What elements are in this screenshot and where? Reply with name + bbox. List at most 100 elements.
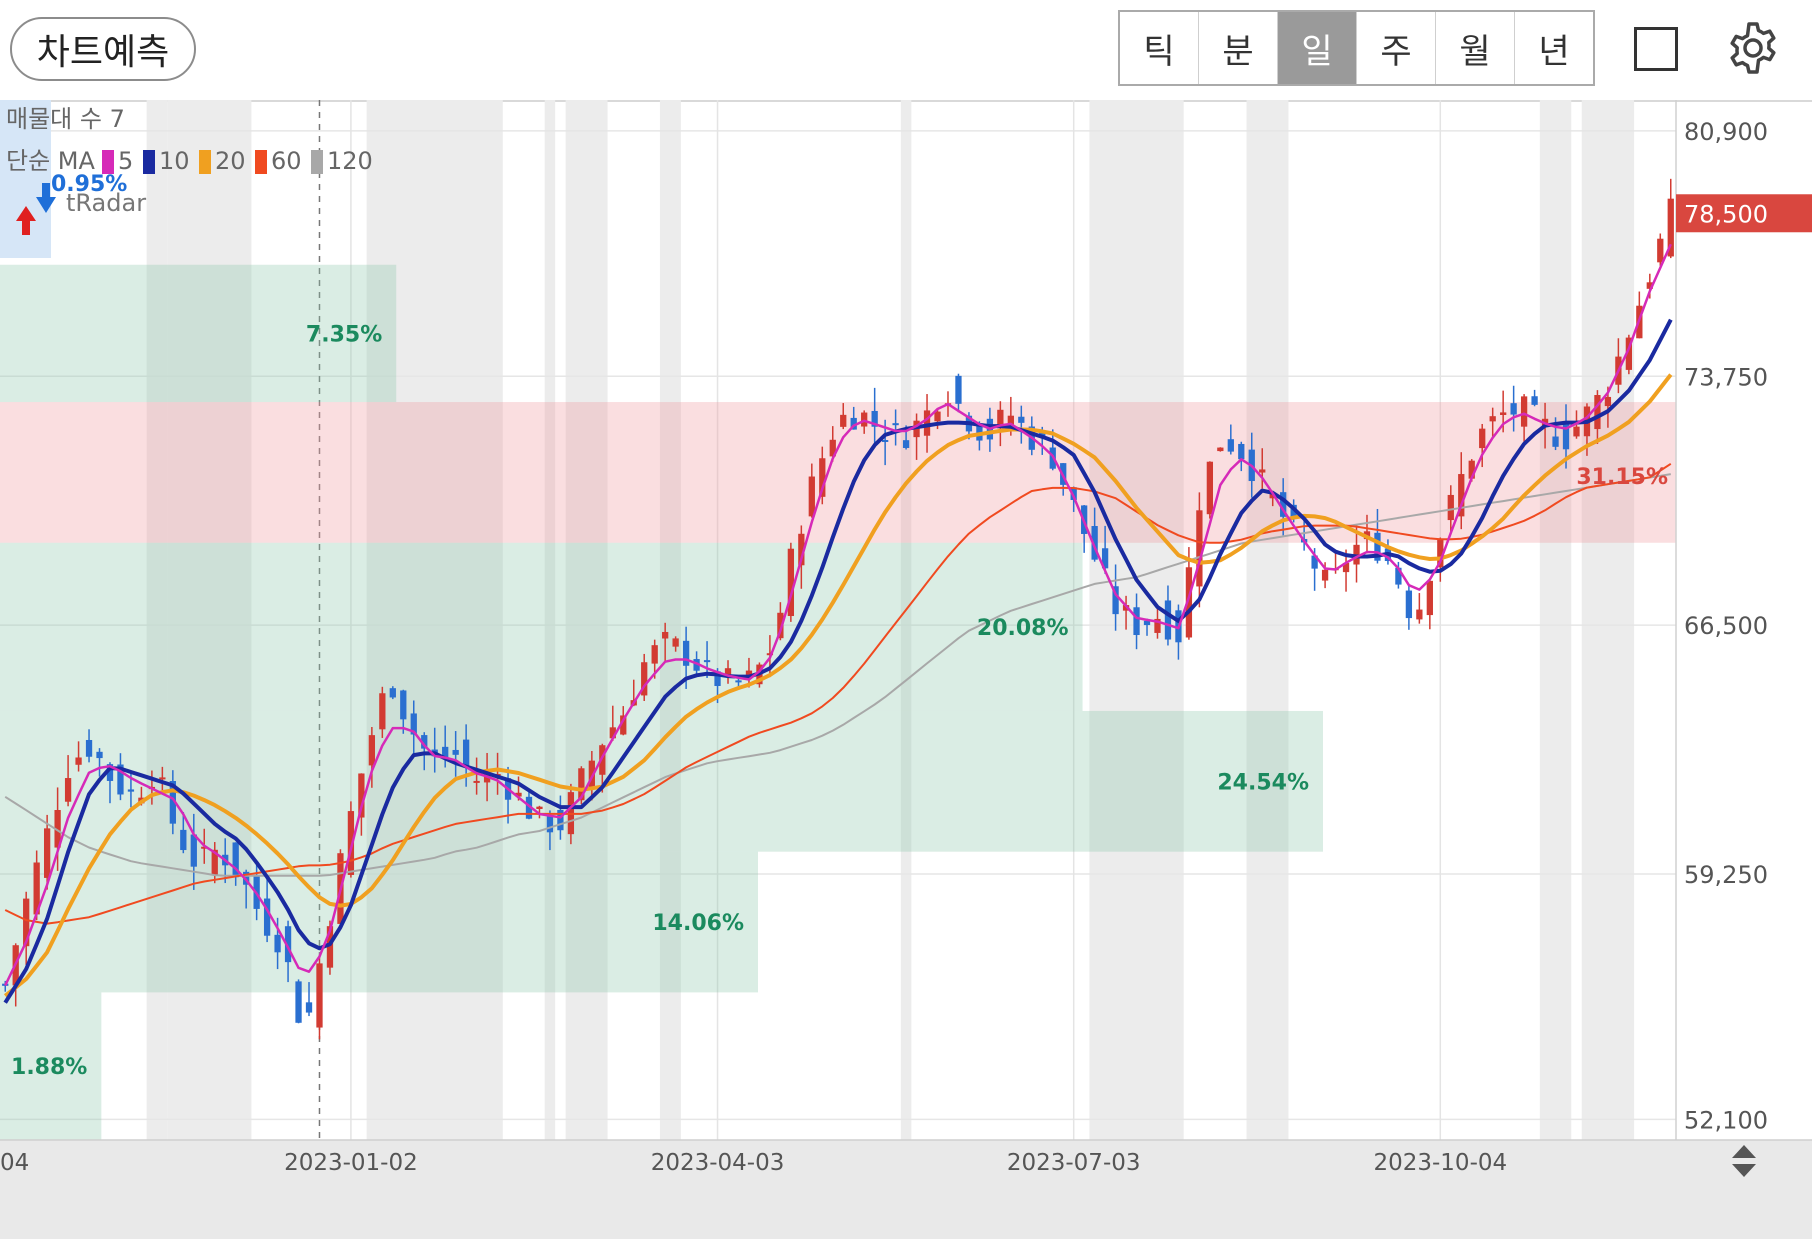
candle-body <box>798 533 805 566</box>
candlestick-chart[interactable]: 31.15% 1.88% 14.06% 24.54% 20.08% 7.35% 80,90… <box>0 100 1812 1239</box>
candle-body <box>997 409 1004 429</box>
down-arrow-icon <box>36 183 56 213</box>
candle <box>1280 478 1287 536</box>
candle <box>284 920 292 983</box>
ma120-line <box>4 473 1671 877</box>
volume-profile-label: 20.08% <box>977 616 1069 641</box>
candle-body <box>693 659 700 671</box>
shaded-session <box>900 100 912 1140</box>
candle-body <box>358 773 365 818</box>
candle-body <box>64 778 72 802</box>
candle-body <box>54 810 61 848</box>
chart-predict-button[interactable]: 차트예측 <box>10 17 196 81</box>
tab-day[interactable]: 일 <box>1278 12 1357 84</box>
tab-minute[interactable]: 분 <box>1199 12 1278 84</box>
candle <box>180 812 187 854</box>
candle <box>410 700 417 757</box>
volume-profile-band <box>0 710 1323 852</box>
candle <box>662 622 669 662</box>
radar-label: tRadar <box>66 189 146 217</box>
session-shading-layer <box>146 100 1635 1140</box>
candle-body <box>1007 415 1014 430</box>
candle <box>1143 618 1151 636</box>
candle-body <box>881 440 889 443</box>
candle-body <box>473 780 480 783</box>
x-axis-strip <box>0 1140 1812 1239</box>
candle-body <box>1405 590 1413 619</box>
tab-year[interactable]: 년 <box>1515 12 1593 84</box>
y-tick-label: 52,100 <box>1684 1106 1768 1134</box>
candle-body <box>169 781 176 824</box>
candle-body <box>620 715 627 735</box>
candle-body <box>651 645 658 664</box>
candle-body <box>955 375 962 404</box>
candle <box>421 732 428 771</box>
candle <box>1520 394 1528 442</box>
ma-legend-period: 5 <box>118 147 133 175</box>
candle-body <box>1259 469 1266 473</box>
candle-body <box>515 792 522 797</box>
volume-profile-label: 24.54% <box>1217 770 1309 795</box>
volume-profile-label: 14.06% <box>652 911 744 936</box>
candle-body <box>33 862 40 915</box>
candle-body <box>641 662 648 696</box>
candle-body <box>117 764 124 795</box>
candle-body <box>1206 461 1214 515</box>
ma-legend-swatch <box>102 150 114 174</box>
candle-body <box>1562 423 1570 450</box>
candle <box>452 731 459 777</box>
ma-legend-swatch <box>255 150 267 174</box>
x-tick-label: 2023-04-03 <box>651 1150 785 1176</box>
fullscreen-square-icon[interactable] <box>1634 27 1678 71</box>
candle <box>1479 423 1486 468</box>
candle <box>316 956 323 1040</box>
candle-body <box>379 693 386 730</box>
candle <box>64 755 72 807</box>
candle <box>923 394 931 453</box>
ma60-line <box>4 462 1672 925</box>
candle-body <box>1374 532 1381 561</box>
candle-body <box>1604 396 1612 407</box>
candle-body <box>410 713 417 735</box>
candle-body <box>1196 510 1203 587</box>
candle-body <box>745 670 753 675</box>
tab-month[interactable]: 월 <box>1436 12 1515 84</box>
gear-icon[interactable] <box>1725 20 1781 76</box>
candle <box>169 770 176 835</box>
candle-body <box>588 760 595 789</box>
candle-body <box>1531 396 1538 405</box>
candle <box>871 387 878 448</box>
candle-body <box>934 411 941 422</box>
candle <box>1531 389 1538 407</box>
candle-body <box>599 745 606 775</box>
y-tick-label: 73,750 <box>1684 363 1768 391</box>
x-tick-label: 2023-10-04 <box>1373 1150 1507 1176</box>
ma5-line <box>4 243 1672 987</box>
candle-body <box>714 671 721 687</box>
candle <box>54 787 61 871</box>
candle-body <box>159 777 166 780</box>
tab-tick[interactable]: 틱 <box>1120 12 1199 84</box>
candle-body <box>1217 447 1224 452</box>
candle <box>955 373 962 413</box>
axes-layer: 80,900 73,750 66,500 59,250 52,100 78,500 04 20… <box>0 100 1812 1239</box>
resistance-zone-label: 31.15% <box>1576 465 1668 490</box>
toolbar: 차트예측 틱 분 일 주 월 년 <box>0 0 1812 102</box>
shaded-session <box>366 100 503 1140</box>
candle-body <box>1280 492 1287 517</box>
ma-legend-period: 10 <box>159 147 190 175</box>
candle-body <box>421 735 428 749</box>
candle-body <box>211 849 218 875</box>
candle-body <box>368 735 376 766</box>
candle-body <box>892 423 899 426</box>
tab-week[interactable]: 주 <box>1357 12 1436 84</box>
candle-body <box>871 410 878 427</box>
candle-body <box>1573 426 1580 437</box>
candle <box>808 463 815 518</box>
candle-body <box>400 690 407 720</box>
candle-body <box>1552 436 1559 447</box>
x-tick-label: 2023-07-03 <box>1007 1150 1141 1176</box>
candle-body <box>902 440 910 448</box>
candle-body <box>1416 609 1423 620</box>
candle <box>641 653 648 702</box>
